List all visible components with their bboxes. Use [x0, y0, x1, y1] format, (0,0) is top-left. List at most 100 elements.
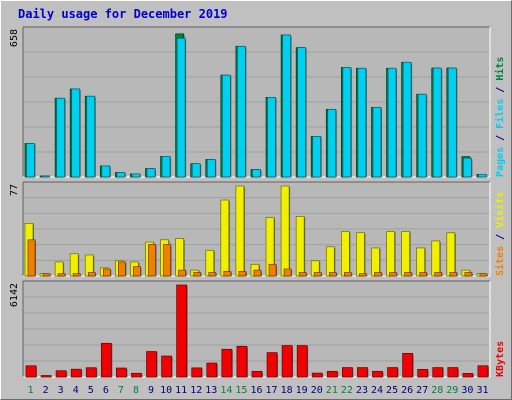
x-tick-label: 20: [311, 385, 323, 396]
legend-separator: /: [495, 228, 506, 246]
kbytes-bar: [131, 372, 142, 378]
files-bar: [237, 45, 246, 178]
files-bar: [327, 108, 337, 178]
visits-bar: [325, 246, 335, 277]
kbytes-bar: [266, 352, 278, 378]
sites-bar: [359, 273, 367, 277]
visits-bar: [446, 232, 456, 277]
visits-bar: [356, 232, 365, 277]
kbytes-bar: [25, 365, 37, 378]
x-tick-label: 5: [88, 385, 94, 396]
x-tick-label: 23: [356, 385, 368, 396]
sites-bar: [344, 272, 352, 277]
legend-entry-pages: Pages: [495, 147, 506, 177]
visits-bar: [371, 247, 380, 277]
x-tick-label: 2: [43, 385, 49, 396]
kbytes-bar: [447, 367, 459, 378]
files-bar: [342, 67, 352, 178]
files-bar: [432, 67, 442, 178]
x-tick-label: 17: [266, 385, 278, 396]
files-bar: [131, 173, 141, 178]
sites-bar: [42, 273, 51, 277]
kbytes-bar: [70, 368, 82, 378]
sites-bar: [283, 268, 292, 277]
visits-bar: [205, 249, 215, 277]
files-bar: [463, 157, 472, 178]
x-tick-label: 9: [148, 385, 154, 396]
kbytes-bar: [326, 370, 338, 378]
sites-bar: [102, 268, 111, 277]
x-tick-label: 4: [73, 385, 79, 396]
kbytes-bar: [55, 370, 67, 378]
files-bar: [116, 172, 126, 178]
sites-bar: [118, 261, 126, 277]
visits-bar: [416, 247, 426, 277]
kbytes-bar: [236, 345, 248, 378]
x-tick-label: 16: [250, 385, 262, 396]
kbytes-bar: [296, 345, 308, 378]
visits-bar: [69, 253, 79, 277]
files-bar: [101, 165, 111, 178]
kbytes-bar: [462, 373, 474, 378]
x-tick-label: 31: [476, 385, 488, 396]
kbytes-bar: [206, 362, 218, 378]
sites-bar: [313, 272, 322, 277]
sites-bar: [87, 272, 96, 277]
sites-bar: [238, 270, 247, 277]
x-tick-label: 30: [461, 385, 473, 396]
legend-entry-kbytes: KBytes: [495, 341, 506, 377]
files-bar: [56, 97, 65, 178]
files-bar: [447, 67, 457, 178]
files-bar: [402, 61, 412, 178]
files-bar: [282, 34, 291, 178]
kbytes-bar: [387, 367, 398, 378]
sites-bar: [449, 272, 458, 277]
visits-bar: [220, 199, 230, 277]
sites-bar: [178, 269, 186, 277]
x-tick-label: 11: [175, 385, 187, 396]
x-tick-label: 15: [235, 385, 247, 396]
x-tick-label: 14: [220, 385, 232, 396]
files-bar: [146, 168, 156, 178]
legend-entry-visits: Visits: [494, 192, 506, 228]
legend-separator: /: [495, 81, 506, 99]
x-tick-label: 24: [371, 385, 383, 396]
visits-bar: [235, 185, 245, 277]
sites-bar: [223, 270, 232, 277]
visits-bar: [401, 231, 410, 277]
sites-bar: [148, 244, 156, 277]
visits-bar: [295, 216, 305, 277]
files-bar: [312, 136, 322, 178]
visits-bar: [431, 240, 441, 277]
sites-bar: [464, 272, 473, 277]
files-bar: [478, 173, 487, 178]
visits-bar: [341, 231, 350, 277]
kbytes-bar: [221, 348, 233, 378]
kbytes-bar: [402, 352, 413, 378]
kbytes-bar: [85, 367, 97, 378]
files-bar: [206, 159, 216, 178]
legend-entry-files: Files: [494, 99, 506, 129]
kbytes-bar: [342, 367, 353, 378]
files-bar: [267, 96, 276, 178]
sites-bar: [419, 272, 428, 277]
files-bar: [387, 67, 397, 178]
x-tick-label: 12: [190, 385, 202, 396]
files-bar: [176, 37, 186, 178]
x-tick-label: 3: [58, 385, 64, 396]
sites-bar: [374, 272, 382, 277]
x-tick-label: 27: [416, 385, 428, 396]
sites-bar: [298, 272, 307, 277]
files-bar: [357, 67, 367, 178]
legend-entry-hits: Hits: [494, 57, 506, 81]
x-tick-label: 26: [401, 385, 413, 396]
y-max-label-sites-visits: 77: [9, 184, 20, 196]
sites-bar: [389, 272, 397, 277]
y-max-label-kbytes: 6142: [9, 283, 20, 307]
sites-bar: [72, 273, 81, 277]
x-tick-label: 8: [133, 385, 139, 396]
files-bar: [26, 143, 35, 178]
kbytes-bar: [146, 351, 157, 378]
files-bar: [417, 93, 427, 178]
